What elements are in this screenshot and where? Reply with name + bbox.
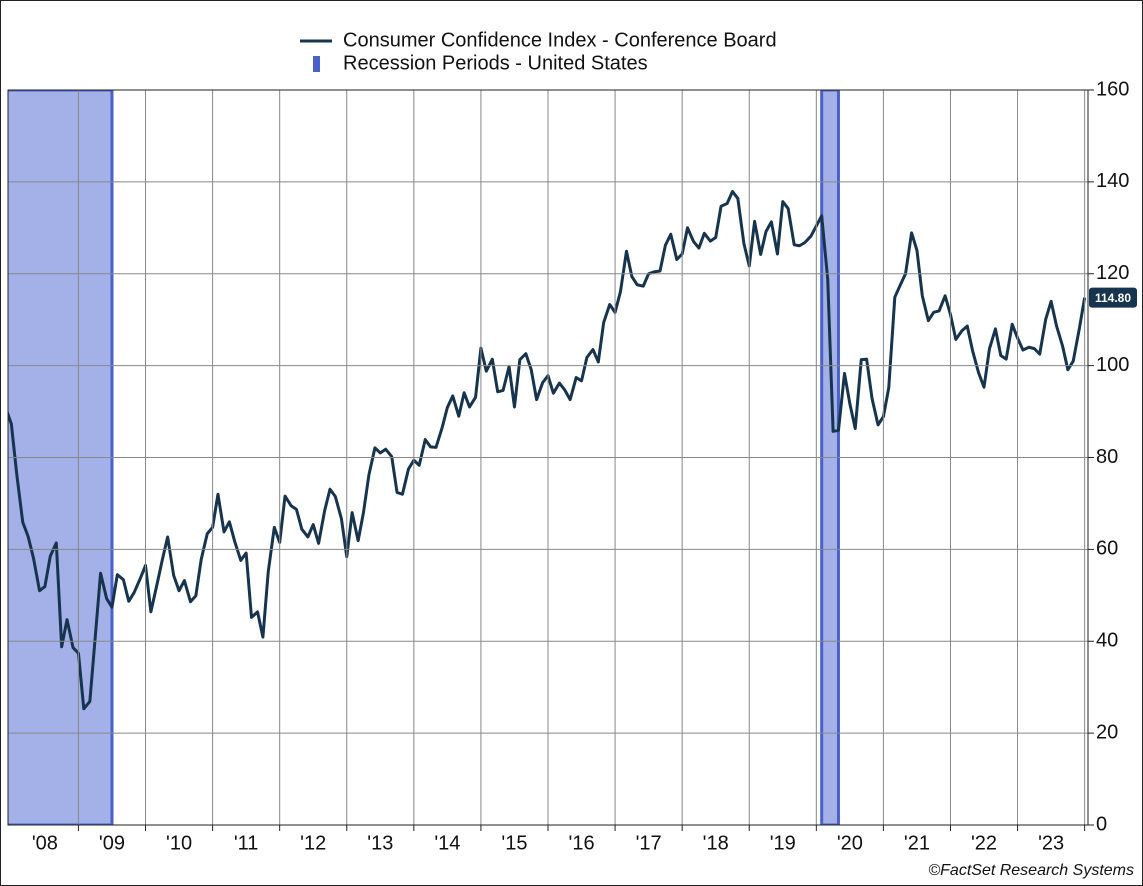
x-tick-label: '23 [1038,832,1064,854]
y-tick-label: 40 [1096,630,1118,652]
legend-label: Recession Periods - United States [343,52,648,74]
y-tick-label: 60 [1096,538,1118,560]
x-tick-label: '22 [971,832,997,854]
x-tick-label: '16 [569,832,595,854]
source: ©FactSet Research Systems [928,862,1134,879]
x-tick-label: '18 [703,832,729,854]
y-tick-label: 140 [1096,170,1129,192]
y-tick-label: 120 [1096,262,1129,284]
end-label: 114.80 [1095,291,1131,305]
x-tick-label: '08 [32,832,58,854]
x-tick-label: '19 [770,832,796,854]
y-tick-label: 80 [1096,446,1118,468]
end-label-box [1089,287,1137,308]
x-tick-label: '15 [501,832,527,854]
x-tick-label: '12 [300,832,326,854]
series-line [8,190,1087,711]
y-tick-label: 160 [1096,78,1129,100]
y-tick-label: 100 [1096,354,1129,376]
legend-label: Consumer Confidence Index - Conference B… [343,29,777,51]
y-tick-label: 0 [1096,813,1107,835]
x-tick-label: '09 [99,832,125,854]
x-tick-label: '21 [904,832,930,854]
x-tick-label: '14 [434,832,460,854]
x-tick-label: '11 [234,832,259,854]
x-tick-label: '17 [636,832,662,854]
x-tick-label: '13 [367,832,393,854]
x-tick-label: '20 [837,832,863,854]
x-tick-label: '10 [166,832,192,854]
legend-recession-swatch [313,56,320,72]
y-tick-label: 20 [1096,721,1118,743]
legend: Consumer Confidence Index - Conference B… [300,29,777,74]
